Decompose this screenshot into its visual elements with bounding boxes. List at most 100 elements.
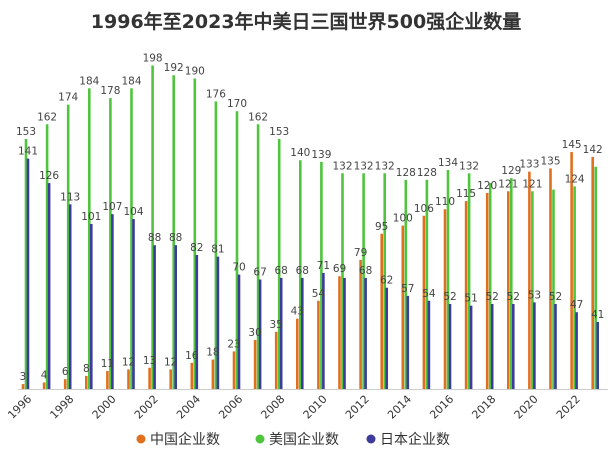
data-label-usa-1998: 174 (58, 92, 78, 104)
bar-china-2010 (317, 300, 320, 389)
data-label-china-1997: 4 (41, 369, 48, 381)
bar-japan-2000 (111, 214, 114, 389)
data-label-japan-2000: 107 (102, 201, 122, 213)
bar-china-2014 (401, 225, 405, 389)
data-label-japan-1996: 141 (18, 146, 38, 158)
bar-japan-2020 (533, 302, 536, 389)
data-label-china-2015: 106 (414, 203, 434, 215)
data-label-usa-2005: 176 (206, 88, 226, 100)
x-tick-2006: 2006 (216, 393, 245, 422)
bars-layer (21, 65, 599, 390)
data-labels-layer: 3153141416212661741138184101111781071218… (16, 52, 604, 383)
data-label-japan-1998: 113 (60, 191, 80, 203)
data-label-japan-2007: 67 (253, 267, 266, 279)
data-label-china-2011: 69 (333, 263, 346, 275)
x-tick-2012: 2012 (343, 393, 372, 422)
bar-china-2023 (591, 156, 594, 389)
bar-japan-2023 (596, 322, 599, 389)
bar-usa-2023 (594, 166, 597, 389)
data-label-china-2010: 54 (312, 288, 326, 300)
legend-label-usa: 美国企业数 (269, 431, 339, 448)
data-label-usa-2007: 162 (248, 111, 268, 123)
bar-usa-2000 (109, 98, 112, 390)
data-label-china-2006: 23 (227, 338, 240, 350)
x-tick-1998: 1998 (47, 393, 76, 422)
x-tick-2014: 2014 (385, 393, 414, 422)
data-label-usa-2000: 178 (100, 85, 120, 97)
x-tick-2016: 2016 (427, 393, 456, 422)
data-label-usa-2012: 132 (354, 160, 374, 172)
bar-japan-2018 (490, 304, 494, 389)
bar-china-2022 (570, 152, 573, 389)
bar-japan-2019 (512, 304, 515, 389)
bar-china-2018 (485, 192, 489, 389)
bar-usa-2010 (320, 161, 323, 389)
data-label-china-2003: 12 (164, 356, 177, 368)
x-tick-2018: 2018 (469, 393, 498, 422)
data-label-japan-2001: 104 (123, 206, 143, 218)
data-label-usa-2011: 132 (332, 160, 352, 172)
bar-japan-2003 (174, 245, 177, 389)
bar-china-2007 (253, 339, 257, 389)
data-label-usa-2004: 190 (185, 66, 205, 78)
data-label-japan-2009: 68 (296, 265, 309, 277)
bar-china-2006 (232, 351, 236, 389)
bar-china-2015 (422, 215, 426, 389)
bar-china-2011 (338, 276, 341, 389)
bar-usa-2020 (531, 191, 534, 389)
data-label-japan-2022: 47 (570, 299, 583, 311)
data-label-usa-2003: 192 (164, 62, 184, 74)
data-label-china-2020: 133 (519, 159, 539, 171)
data-label-usa-2017: 132 (459, 160, 479, 172)
data-label-japan-2019: 52 (507, 291, 520, 303)
bar-china-2016 (443, 209, 447, 389)
bar-usa-2012 (362, 173, 365, 389)
bar-usa-2014 (404, 179, 408, 389)
bar-japan-2007 (258, 279, 262, 389)
data-label-usa-2022: 124 (565, 173, 585, 185)
data-label-japan-2008: 68 (275, 265, 288, 277)
data-label-usa-2009: 140 (290, 147, 310, 159)
x-tick-2022: 2022 (554, 393, 583, 422)
data-label-china-2023: 142 (583, 144, 603, 156)
bar-china-2019 (507, 191, 510, 389)
data-label-china-2022: 145 (562, 139, 582, 151)
bar-china-1998 (63, 379, 67, 389)
bar-japan-2015 (427, 300, 431, 389)
bar-usa-2011 (341, 173, 344, 389)
bar-japan-2021 (554, 304, 557, 389)
data-label-china-2000: 11 (101, 358, 114, 370)
bar-japan-2008 (279, 277, 283, 389)
data-label-china-2021: 135 (540, 155, 560, 167)
data-label-china-2014: 100 (393, 213, 413, 225)
x-tick-2000: 2000 (90, 393, 119, 422)
bar-usa-2007 (256, 124, 260, 390)
bar-china-2000 (106, 371, 109, 389)
data-label-usa-2014: 128 (396, 167, 416, 179)
data-label-japan-2020: 53 (528, 289, 541, 301)
data-label-usa-2006: 170 (227, 98, 247, 110)
bar-japan-2005 (216, 256, 220, 389)
bar-china-2012 (359, 259, 362, 389)
data-label-japan-2023: 41 (591, 309, 604, 321)
bar-japan-2004 (195, 255, 199, 389)
bar-china-2021 (549, 168, 552, 389)
data-label-china-2004: 16 (185, 350, 199, 362)
data-label-china-2009: 43 (291, 306, 304, 318)
data-label-japan-2003: 88 (169, 232, 182, 244)
data-label-china-2017: 115 (456, 188, 476, 200)
bar-china-2001 (127, 369, 130, 389)
data-label-usa-1996: 153 (16, 126, 36, 138)
bar-usa-2005 (214, 101, 218, 389)
data-label-china-2012: 79 (354, 247, 367, 259)
x-tick-labels: 1996 1998 2000 2002 2004 2006 2008 2010 2012 2014… (5, 393, 583, 422)
data-label-usa-2002: 198 (143, 52, 163, 64)
bar-usa-1997 (45, 124, 49, 390)
bar-japan-2001 (132, 219, 135, 389)
bar-china-2017 (464, 201, 468, 389)
data-label-japan-1997: 126 (39, 170, 59, 182)
data-label-japan-2014: 57 (401, 283, 414, 295)
bar-japan-2013 (385, 287, 388, 389)
data-label-usa-2010: 139 (311, 149, 331, 161)
